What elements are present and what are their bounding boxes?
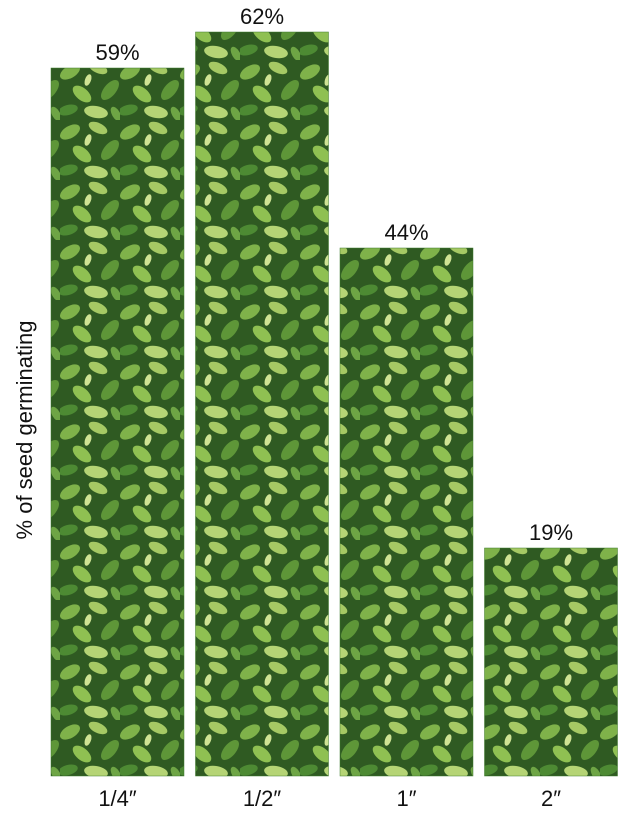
value-label: 62% <box>240 4 284 29</box>
x-tick-label: 1″ <box>396 786 416 811</box>
value-label: 59% <box>95 40 139 65</box>
x-tick-label: 1/4″ <box>98 786 137 811</box>
bar <box>484 547 618 777</box>
bar <box>50 67 185 777</box>
x-tick-label: 1/2″ <box>243 786 282 811</box>
bar <box>339 247 474 777</box>
bar <box>195 31 329 777</box>
x-tick-label: 2″ <box>541 786 561 811</box>
y-axis-label: % of seed germinating <box>12 321 37 540</box>
value-label: 44% <box>384 220 428 245</box>
value-label: 19% <box>529 520 573 545</box>
